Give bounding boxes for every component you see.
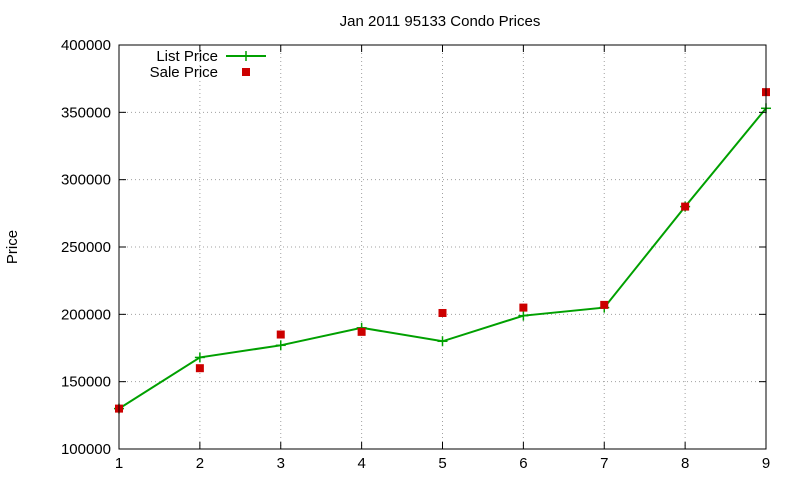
x-tick-label: 7 [600,455,608,472]
grid-layer [119,45,766,449]
legend-label: List Price [156,48,218,65]
legend-swatch-marker [242,68,250,76]
sale-price-point [519,303,528,312]
list-price-point [275,340,286,351]
sale-price-point [600,300,609,309]
list-price-point [437,336,448,347]
y-axis-label: Price [4,230,21,264]
y-tick-label: 400000 [61,37,111,54]
sale-price-point [195,364,204,373]
y-tick-label: 100000 [61,441,111,458]
series-sale-price [115,88,770,413]
legend-swatch-marker [241,51,251,61]
x-tick-label: 5 [438,455,446,472]
y-tick-label: 200000 [61,306,111,323]
sale-price-point [276,330,285,339]
list-price-point [518,310,529,321]
sale-price-point [357,327,366,336]
legend-item-sale-price: Sale Price [150,64,250,81]
legend-item-list-price: List Price [156,48,266,65]
x-tick-label: 4 [357,455,365,472]
x-tick-label: 9 [762,455,770,472]
y-tick-label: 250000 [61,239,111,256]
x-tick-label: 8 [681,455,689,472]
y-tick-label: 300000 [61,172,111,189]
x-tick-label: 2 [196,455,204,472]
sale-price-point [438,308,447,317]
y-tick-label: 150000 [61,374,111,391]
x-tick-label: 3 [277,455,285,472]
chart-title: Jan 2011 95133 Condo Prices [340,13,541,30]
list-price-point [194,352,205,363]
tick-layer: 100000 150000 200000 250000 300000 350000 4000… [61,37,770,472]
y-tick-label: 350000 [61,104,111,121]
sale-price-point [681,202,690,211]
x-tick-label: 1 [115,455,123,472]
x-tick-label: 6 [519,455,527,472]
legend-label: Sale Price [150,64,218,81]
series-layer [114,88,771,414]
